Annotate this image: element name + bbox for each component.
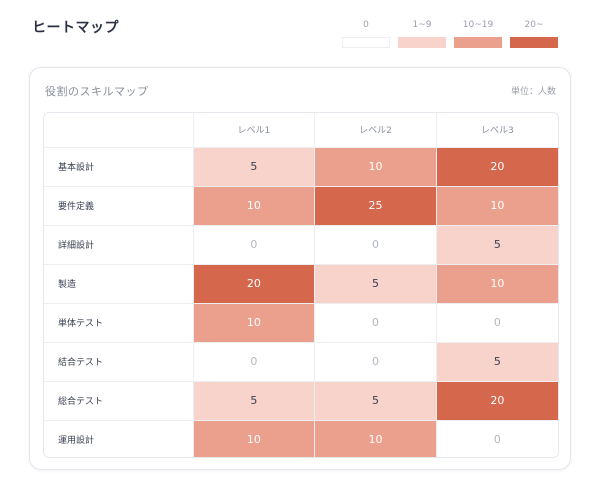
legend-item-mid: 10~19 — [454, 19, 502, 48]
heatmap-cell: 0 — [314, 341, 437, 382]
heatmap-cell: 0 — [192, 341, 316, 382]
heatmap-cell: 10 — [314, 146, 437, 187]
skill-map-card: 役割のスキルマップ 単位：人数 レベル1 レベル2 レベル3 基本設計 5 10… — [29, 67, 571, 470]
legend-swatch — [454, 37, 502, 48]
heatmap-cell: 5 — [314, 380, 437, 421]
row-label: 詳細設計 — [44, 224, 194, 265]
heatmap-cell: 10 — [435, 263, 558, 304]
table-row: 総合テスト 5 5 20 — [44, 380, 558, 421]
legend-item-zero: 0 — [342, 19, 390, 48]
heatmap-cell: 0 — [435, 419, 558, 457]
heatmap-cell: 5 — [192, 380, 316, 421]
card-title: 役割のスキルマップ — [45, 85, 149, 98]
heatmap-cell: 5 — [435, 341, 558, 382]
table-row: 基本設計 5 10 20 — [44, 146, 558, 187]
heatmap-cell: 5 — [435, 224, 558, 265]
row-label: 基本設計 — [44, 146, 194, 187]
row-label: 総合テスト — [44, 380, 194, 421]
heatmap-cell: 10 — [192, 419, 316, 457]
heatmap-cell: 10 — [192, 302, 316, 343]
heatmap-cell: 0 — [435, 302, 558, 343]
heatmap-cell: 0 — [314, 224, 437, 265]
heatmap-cell: 20 — [435, 146, 558, 187]
table-header-row: レベル1 レベル2 レベル3 — [44, 113, 558, 148]
header-corner — [44, 113, 194, 148]
column-header-level2: レベル2 — [314, 113, 437, 148]
heatmap-legend: 0 1~9 10~19 20~ — [342, 19, 558, 48]
legend-swatch — [342, 37, 390, 48]
heatmap-cell: 20 — [435, 380, 558, 421]
row-label: 結合テスト — [44, 341, 194, 382]
table-row: 運用設計 10 10 0 — [44, 419, 558, 457]
column-header-level3: レベル3 — [435, 113, 558, 148]
heatmap-cell: 0 — [192, 224, 316, 265]
heatmap-cell: 5 — [192, 146, 316, 187]
legend-item-low: 1~9 — [398, 19, 446, 48]
heatmap-cell: 10 — [435, 185, 558, 226]
heatmap-cell: 25 — [314, 185, 437, 226]
legend-swatch — [510, 37, 558, 48]
row-label: 運用設計 — [44, 419, 194, 457]
heatmap-table-container: レベル1 レベル2 レベル3 基本設計 5 10 20 要件定義 10 25 1… — [43, 112, 559, 458]
heatmap-cell: 0 — [314, 302, 437, 343]
legend-label: 1~9 — [412, 20, 432, 30]
legend-swatch — [398, 37, 446, 48]
legend-label: 10~19 — [462, 20, 494, 30]
row-label: 単体テスト — [44, 302, 194, 343]
row-label: 製造 — [44, 263, 194, 304]
table-row: 製造 20 5 10 — [44, 263, 558, 304]
heatmap-cell: 20 — [192, 263, 316, 304]
table-row: 要件定義 10 25 10 — [44, 185, 558, 226]
heatmap-cell: 10 — [314, 419, 437, 457]
table-row: 詳細設計 0 0 5 — [44, 224, 558, 265]
page-title: ヒートマップ — [32, 20, 119, 36]
table-row: 単体テスト 10 0 0 — [44, 302, 558, 343]
legend-item-high: 20~ — [510, 19, 558, 48]
heatmap-table: レベル1 レベル2 レベル3 基本設計 5 10 20 要件定義 10 25 1… — [44, 113, 558, 457]
column-header-level1: レベル1 — [192, 113, 316, 148]
legend-label: 20~ — [524, 20, 544, 30]
row-label: 要件定義 — [44, 185, 194, 226]
unit-label: 単位：人数 — [510, 87, 556, 97]
table-row: 結合テスト 0 0 5 — [44, 341, 558, 382]
heatmap-cell: 10 — [192, 185, 316, 226]
legend-label: 0 — [363, 20, 369, 30]
heatmap-cell: 5 — [314, 263, 437, 304]
